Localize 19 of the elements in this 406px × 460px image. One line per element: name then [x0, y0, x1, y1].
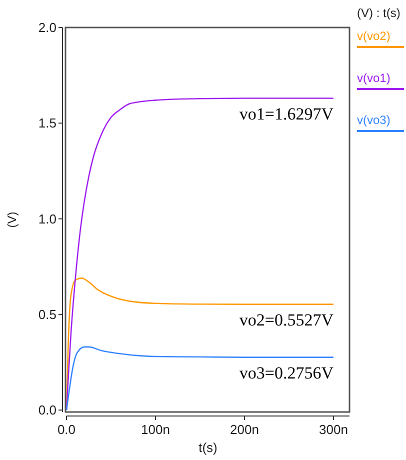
x-tick-label: 200n [230, 422, 259, 437]
text: v(vo1) [357, 71, 390, 85]
annotation: vo2=0.5527V [239, 310, 334, 330]
annotation: vo1=1.6297V [239, 104, 334, 124]
y-tick-label: 2.0 [38, 20, 56, 36]
x-tick-label: 300n [319, 422, 348, 437]
text: v(vo3) [357, 113, 390, 127]
y-tick-label: 0.0 [38, 402, 56, 418]
text: v(vo2) [357, 29, 390, 43]
x-tick-label: 0.0 [57, 422, 76, 437]
x-tick-label: 100n [141, 422, 170, 437]
x-axis-title: t(s) [198, 440, 218, 455]
legend-title: (V) : t(s) [357, 6, 400, 20]
y-tick-label: 0.5 [38, 306, 56, 322]
line-series [66, 346, 334, 411]
y-tick-label: 1.0 [38, 211, 56, 226]
y-tick-label: 1.5 [38, 116, 56, 131]
y-axis-title: (V) [5, 212, 19, 228]
annotation: vo3=0.2756V [239, 363, 334, 382]
